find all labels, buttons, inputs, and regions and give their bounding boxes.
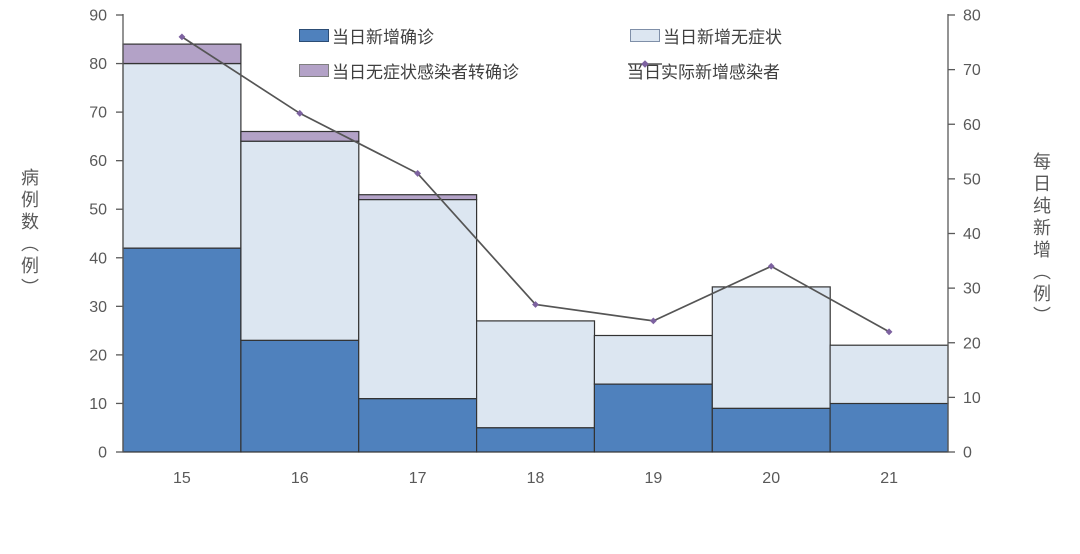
line-marker-17 — [414, 170, 422, 177]
right-axis-tick-label: 50 — [963, 171, 981, 188]
bar-segment-15-s2 — [122, 43, 242, 65]
left-axis-tick-label: 60 — [89, 153, 107, 170]
confirmed-swatch-icon — [299, 29, 329, 42]
bar-segment-21-s1 — [829, 344, 949, 405]
line-marker-16 — [296, 109, 304, 117]
left-axis-tick-label: 0 — [98, 445, 107, 462]
legend-label-asymptomatic: 当日新增无症状 — [663, 28, 782, 47]
line-series-marker-icon — [628, 60, 662, 68]
bar-segment-15-s1 — [122, 62, 242, 249]
line-marker-15 — [178, 33, 186, 41]
right-axis-tick-label: 40 — [963, 226, 981, 243]
bar-segment-18-s1 — [476, 320, 596, 429]
left-axis-tick-label: 90 — [89, 8, 107, 25]
bar-segment-19-s0 — [593, 383, 713, 453]
left-axis-tick-label: 80 — [89, 56, 107, 73]
x-axis-label-19: 19 — [645, 470, 663, 487]
bar-segment-18-s0 — [476, 427, 596, 453]
x-axis-label-17: 17 — [409, 470, 427, 487]
left-axis-tick-label: 50 — [89, 202, 107, 219]
bar-segment-16-s2 — [240, 130, 360, 142]
bar-segment-20-s1 — [711, 286, 831, 409]
bar-segment-17-s2 — [358, 194, 478, 201]
bar-segment-20-s0 — [711, 407, 831, 453]
x-axis-label-16: 16 — [291, 470, 309, 487]
right-axis-tick-label: 70 — [963, 62, 981, 79]
legend-label-converted: 当日无症状感染者转确诊 — [332, 63, 519, 82]
legend-item-asymptomatic: 当日新增无症状 — [630, 23, 782, 48]
x-axis-label-15: 15 — [173, 470, 191, 487]
bar-segment-17-s0 — [358, 398, 478, 453]
right-axis-title: 每日纯新增（例） — [1031, 152, 1051, 328]
left-axis-title: 病例数（例） — [19, 168, 39, 300]
legend-label-actual-new: 当日实际新增感染者 — [627, 63, 780, 82]
asymptomatic-swatch-icon — [630, 29, 660, 42]
bar-segment-21-s0 — [829, 402, 949, 453]
x-axis-label-21: 21 — [880, 470, 898, 487]
converted-swatch-icon — [299, 64, 329, 77]
legend-item-confirmed: 当日新增确诊 — [299, 23, 434, 48]
x-axis-label-20: 20 — [762, 470, 780, 487]
left-axis-tick-label: 20 — [89, 347, 107, 364]
right-axis-tick-label: 0 — [963, 445, 972, 462]
left-axis-tick-label: 40 — [89, 250, 107, 267]
bar-segment-15-s0 — [122, 247, 242, 453]
bar-segment-16-s1 — [240, 140, 360, 341]
right-axis-tick-label: 80 — [963, 8, 981, 25]
x-axis-label-18: 18 — [527, 470, 545, 487]
left-axis-tick-label: 70 — [89, 105, 107, 122]
line-marker-19 — [649, 317, 657, 325]
line-marker-21 — [885, 328, 893, 336]
bar-segment-19-s1 — [593, 334, 713, 385]
right-axis-tick-label: 30 — [963, 281, 981, 298]
right-axis-tick-label: 60 — [963, 117, 981, 134]
line-marker-18 — [532, 301, 539, 308]
bar-segment-17-s1 — [358, 198, 478, 400]
right-axis-tick-label: 20 — [963, 335, 981, 352]
legend-item-actual-new: 当日实际新增感染者 — [627, 58, 780, 83]
line-marker-20 — [767, 262, 775, 270]
legend-label-confirmed: 当日新增确诊 — [332, 28, 434, 47]
legend-item-converted: 当日无症状感染者转确诊 — [299, 58, 519, 83]
right-axis-tick-label: 10 — [963, 390, 981, 407]
bar-segment-16-s0 — [240, 339, 360, 453]
left-axis-tick-label: 10 — [89, 396, 107, 413]
left-axis-tick-label: 30 — [89, 299, 107, 316]
